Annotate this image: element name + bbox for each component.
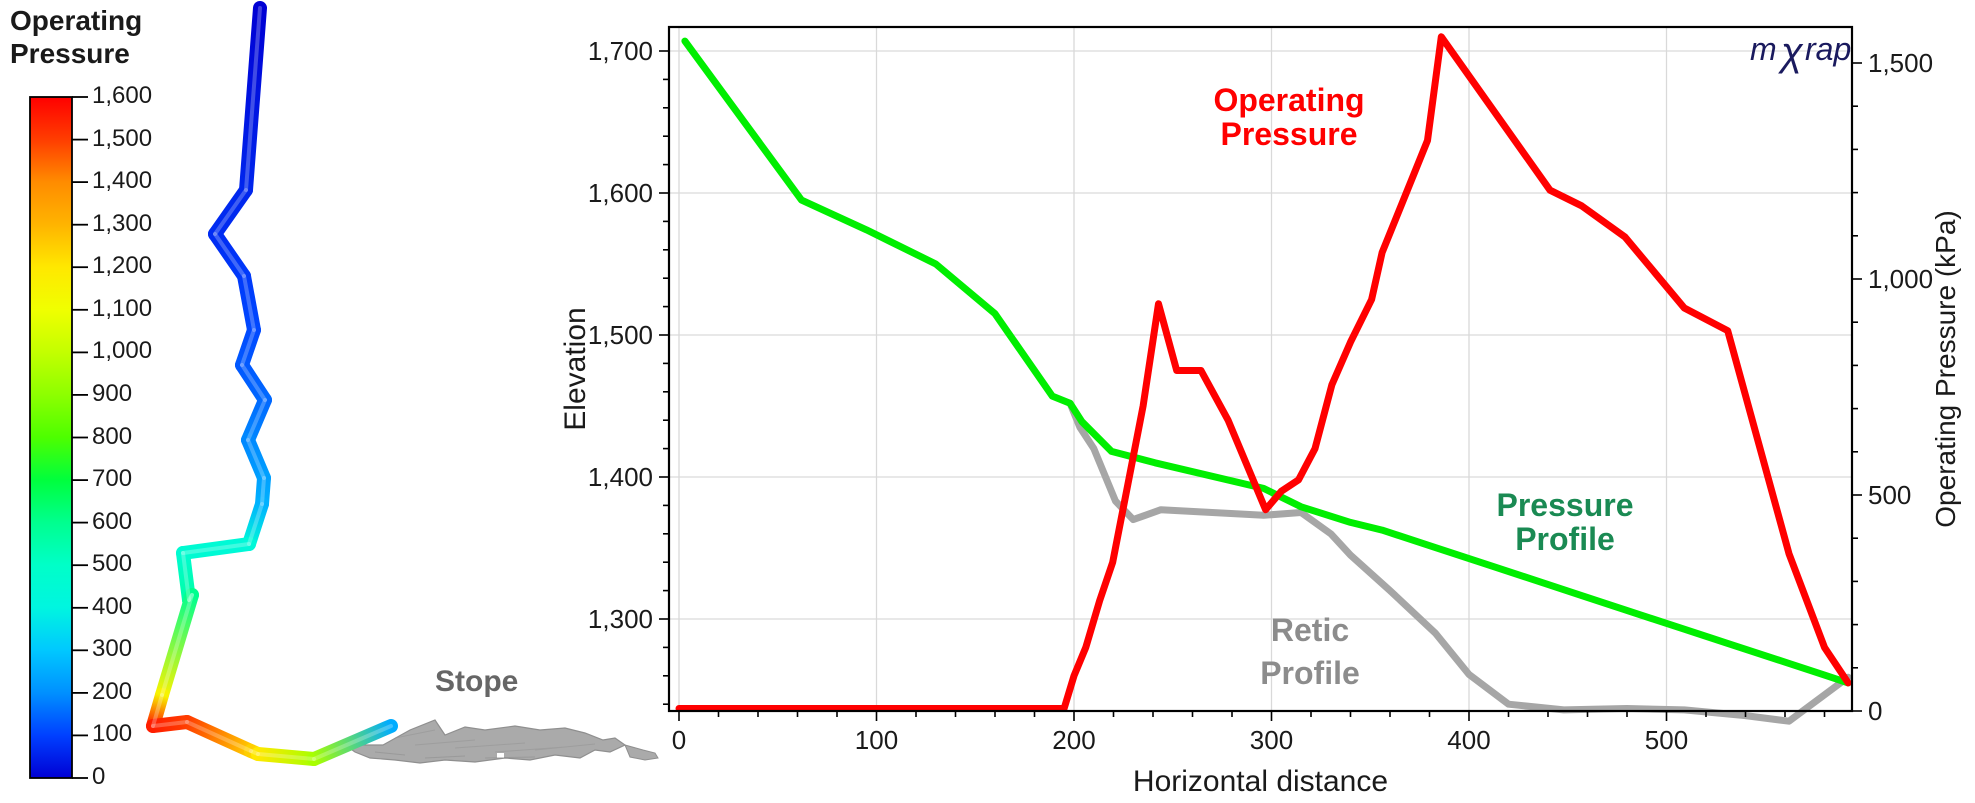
svg-text:1,500: 1,500: [1868, 48, 1933, 78]
svg-text:Pressure: Pressure: [1497, 487, 1634, 523]
svg-text:1,400: 1,400: [588, 462, 653, 492]
svg-text:Operating Pressure (kPa): Operating Pressure (kPa): [1930, 210, 1961, 527]
svg-text:1,700: 1,700: [588, 36, 653, 66]
svg-text:500: 500: [1645, 725, 1688, 755]
svg-text:Profile: Profile: [1260, 655, 1360, 691]
svg-text:400: 400: [1447, 725, 1490, 755]
svg-text:Retic: Retic: [1271, 612, 1349, 648]
svg-text:Horizontal distance: Horizontal distance: [1133, 765, 1388, 798]
svg-text:1,300: 1,300: [588, 604, 653, 634]
svg-text:Operating: Operating: [1213, 82, 1364, 118]
svg-text:300: 300: [1250, 725, 1293, 755]
svg-text:χ: χ: [1778, 30, 1804, 74]
svg-text:Pressure: Pressure: [1221, 116, 1358, 152]
svg-text:1,000: 1,000: [1868, 264, 1933, 294]
svg-text:500: 500: [1868, 480, 1911, 510]
svg-text:100: 100: [855, 725, 898, 755]
svg-text:1,600: 1,600: [588, 178, 653, 208]
svg-text:200: 200: [1052, 725, 1095, 755]
svg-text:Profile: Profile: [1515, 521, 1615, 557]
svg-text:0: 0: [1868, 696, 1882, 726]
svg-text:Elevation: Elevation: [559, 307, 592, 430]
svg-text:rap: rap: [1805, 31, 1851, 67]
svg-text:m: m: [1750, 31, 1777, 67]
svg-text:0: 0: [672, 725, 686, 755]
svg-text:1,500: 1,500: [588, 320, 653, 350]
